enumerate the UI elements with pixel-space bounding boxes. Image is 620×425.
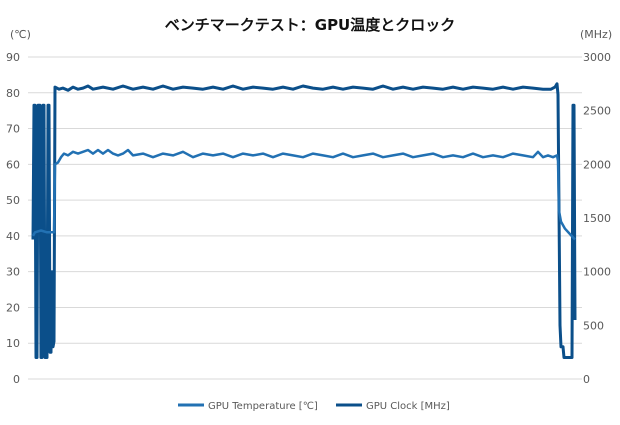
right-tick-label: 2000 [583,158,611,171]
left-tick-label: 0 [13,373,20,386]
left-tick-label: 10 [6,337,20,350]
left-tick-label: 60 [6,158,20,171]
left-tick-label: 50 [6,194,20,207]
left-tick-label: 30 [6,266,20,279]
left-axis-ticks: 0 10 20 30 40 50 60 70 80 90 [6,51,20,386]
temperature-series-line [31,148,576,241]
left-tick-label: 70 [6,123,20,136]
left-tick-label: 80 [6,87,20,100]
right-tick-label: 1000 [583,266,611,279]
right-axis-unit: (MHz) [580,28,612,41]
legend: GPU Temperature [℃] GPU Clock [MHz] [178,401,450,412]
right-tick-label: 1500 [583,212,611,225]
right-axis-ticks: 0 500 1000 1500 2000 2500 3000 [583,51,611,386]
chart-title: ベンチマークテスト：GPU温度とクロック [165,16,456,34]
left-tick-label: 20 [6,301,20,314]
right-tick-label: 2500 [583,105,611,118]
clock-series-line [31,82,577,359]
legend-temperature-label: GPU Temperature [℃] [208,401,318,412]
left-tick-label: 90 [6,51,20,64]
left-axis-unit: (℃) [10,28,31,41]
left-tick-label: 40 [6,230,20,243]
series-lines [31,82,577,359]
gridlines [28,56,582,380]
legend-clock-label: GPU Clock [MHz] [366,401,450,412]
right-tick-label: 500 [583,319,604,332]
right-tick-label: 3000 [583,51,611,64]
right-tick-label: 0 [583,373,590,386]
